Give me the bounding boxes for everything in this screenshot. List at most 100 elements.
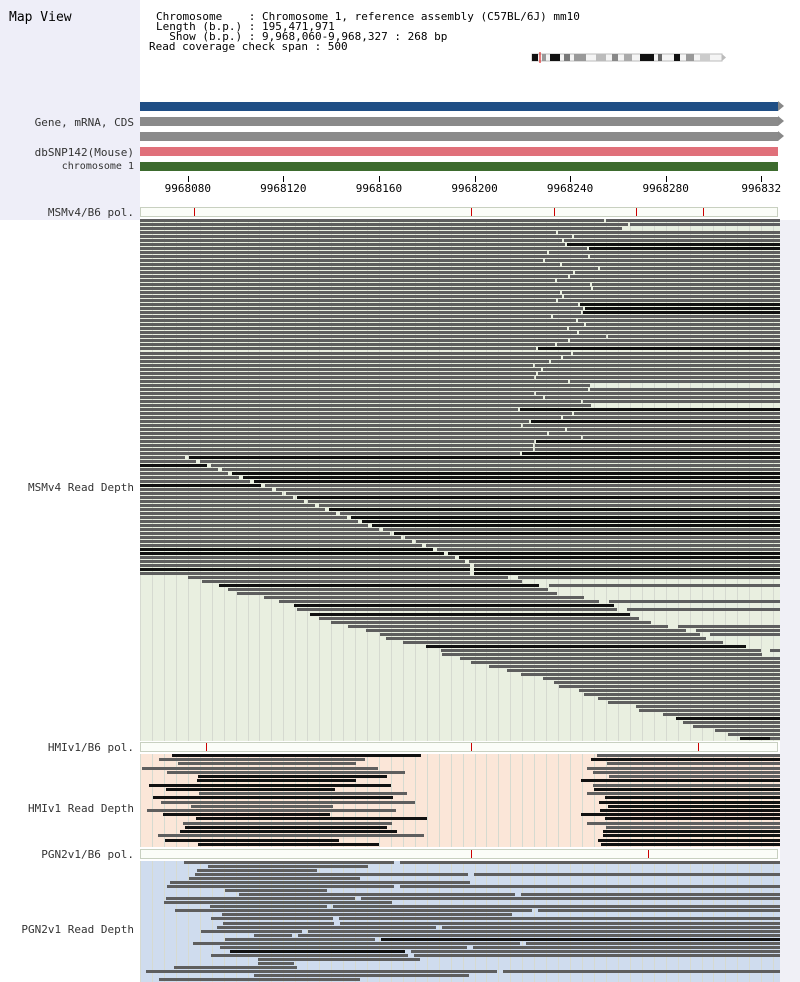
- sequence-read: [570, 379, 780, 383]
- sequence-read: [294, 604, 614, 608]
- sequence-read: [447, 552, 780, 556]
- sequence-read: [140, 219, 605, 222]
- sequence-read: [636, 704, 780, 708]
- sequence-read: [140, 287, 592, 291]
- ruler-tick-label: 9968200: [451, 182, 498, 195]
- sequence-read: [545, 259, 780, 263]
- sequence-read: [584, 692, 780, 696]
- sequence-read: [238, 893, 516, 897]
- sequence-read: [590, 255, 780, 259]
- sequence-read: [709, 632, 780, 636]
- sequence-read: [426, 544, 780, 548]
- sequence-read: [140, 339, 569, 343]
- sequence-read: [184, 825, 388, 829]
- snp-marker[interactable]: [647, 850, 649, 858]
- sequence-read: [366, 628, 687, 632]
- sequence-read: [553, 680, 780, 684]
- sequence-read: [597, 838, 780, 842]
- sequence-read: [140, 247, 587, 251]
- sequence-read: [770, 724, 780, 728]
- sequence-read: [140, 435, 582, 439]
- sequence-read: [558, 684, 780, 688]
- snp-marker[interactable]: [697, 743, 699, 751]
- sequence-read: [557, 343, 780, 347]
- sequence-read: [770, 736, 780, 740]
- sequence-read: [140, 299, 557, 303]
- sequence-read: [253, 933, 293, 937]
- sequence-read: [606, 219, 780, 222]
- sequence-read: [140, 500, 304, 504]
- sequence-read: [140, 387, 589, 391]
- sequence-read: [400, 861, 780, 864]
- hmiv1-depth-label: HMIv1 Read Depth: [28, 802, 134, 815]
- pgn2v1-read-depth-track[interactable]: [140, 861, 780, 982]
- grid-line: [546, 754, 548, 847]
- grid-line: [498, 754, 500, 847]
- snp-marker[interactable]: [470, 850, 472, 858]
- sequence-read: [683, 720, 780, 724]
- snp-marker[interactable]: [205, 743, 207, 751]
- sequence-read: [140, 471, 229, 475]
- sequence-read: [232, 471, 780, 475]
- sequence-read: [558, 299, 780, 303]
- sequence-read: [578, 688, 780, 692]
- sequence-read: [598, 696, 780, 700]
- sequence-read: [770, 680, 780, 684]
- sequence-read: [140, 267, 599, 271]
- msmv4-polymorphism-track[interactable]: [140, 207, 778, 217]
- sequence-read: [198, 792, 408, 796]
- sequence-read: [140, 395, 543, 399]
- sequence-read: [318, 504, 780, 508]
- sequence-read: [770, 704, 780, 708]
- sequence-read: [140, 391, 535, 395]
- track-label-column: [0, 220, 140, 982]
- chromosome-ideogram[interactable]: [528, 52, 728, 64]
- hmiv1-read-depth-track[interactable]: [140, 754, 780, 847]
- sequence-read: [140, 355, 562, 359]
- sequence-read: [158, 834, 425, 838]
- sequence-read: [543, 367, 780, 371]
- sequence-read: [210, 953, 408, 957]
- sequence-read: [577, 319, 780, 323]
- sequence-read: [140, 223, 629, 226]
- map-view-panel: [0, 0, 140, 220]
- snp-marker[interactable]: [470, 743, 472, 751]
- gene-track-3[interactable]: [140, 132, 778, 141]
- sequence-read: [140, 564, 470, 568]
- sequence-read: [207, 865, 369, 869]
- sequence-read: [372, 524, 780, 528]
- snp-marker[interactable]: [554, 208, 556, 216]
- sequence-read: [580, 779, 780, 783]
- sequence-read: [140, 227, 622, 231]
- hmiv1-polymorphism-track[interactable]: [140, 742, 778, 752]
- sequence-read: [140, 259, 544, 263]
- gene-track-2[interactable]: [140, 117, 778, 126]
- sequence-read: [523, 423, 780, 427]
- snp-marker[interactable]: [702, 208, 704, 216]
- sequence-read: [386, 636, 707, 640]
- grid-line: [151, 754, 153, 847]
- sequence-read: [586, 766, 780, 770]
- gene-track-1[interactable]: [140, 102, 778, 111]
- sequence-read: [564, 239, 780, 243]
- snp-track[interactable]: [140, 147, 778, 156]
- sequence-read: [178, 762, 356, 766]
- sequence-read: [603, 834, 780, 838]
- sequence-read: [566, 427, 780, 431]
- snp-marker[interactable]: [193, 208, 195, 216]
- msmv4-read-depth-track[interactable]: [140, 219, 780, 741]
- sequence-read: [599, 800, 780, 804]
- sequence-read: [140, 235, 572, 239]
- chromosome-track[interactable]: [140, 162, 778, 171]
- snp-marker[interactable]: [470, 208, 472, 216]
- snp-marker[interactable]: [635, 208, 637, 216]
- sequence-read: [217, 925, 436, 929]
- sequence-read: [474, 564, 780, 568]
- sequence-read: [548, 251, 780, 255]
- sequence-read: [583, 435, 780, 439]
- sequence-read: [580, 303, 780, 307]
- sequence-read: [140, 307, 584, 311]
- sequence-read: [591, 283, 780, 287]
- sequence-read: [275, 488, 780, 492]
- pgn2v1-polymorphism-track[interactable]: [140, 849, 778, 859]
